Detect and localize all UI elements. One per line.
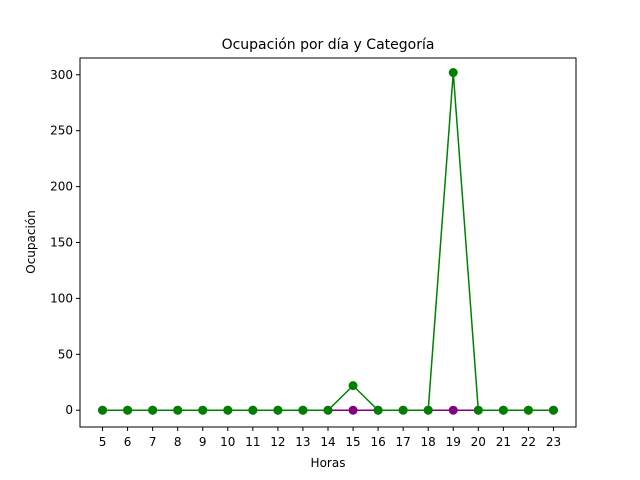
data-point [148, 405, 158, 415]
data-point [423, 405, 433, 415]
x-axis: 5 6 7 8 9 10 11 12 13 14 15 16 17 18 19 20 21 22 23 [99, 427, 561, 449]
x-tick-label: 19 [446, 435, 461, 449]
plot-area-frame [79, 57, 577, 428]
data-point [373, 405, 383, 415]
y-axis-label: Ocupación [24, 210, 38, 274]
data-point [448, 405, 458, 415]
data-point [273, 405, 283, 415]
x-tick-label: 16 [370, 435, 385, 449]
data-point [448, 68, 458, 78]
x-tick-label: 14 [320, 435, 335, 449]
data-point [398, 405, 408, 415]
data-point [548, 405, 558, 415]
chart-title: Ocupación por día y Categoría [222, 37, 435, 53]
x-tick-label: 9 [199, 435, 207, 449]
x-tick-label: 5 [99, 435, 107, 449]
y-axis: 0 50 100 150 200 250 300 [50, 68, 80, 417]
series-2 [98, 68, 558, 415]
x-tick-label: 8 [174, 435, 182, 449]
x-tick-label: 18 [421, 435, 436, 449]
x-tick-label: 6 [124, 435, 132, 449]
y-tick-label: 50 [58, 347, 73, 361]
x-tick-label: 17 [396, 435, 411, 449]
data-point [223, 405, 233, 415]
data-point [523, 405, 533, 415]
data-point [123, 405, 133, 415]
x-tick-label: 12 [270, 435, 285, 449]
x-axis-label: Horas [311, 456, 346, 470]
data-point [473, 405, 483, 415]
data-point [348, 405, 358, 415]
x-tick-label: 15 [345, 435, 360, 449]
y-tick-label: 300 [50, 68, 73, 82]
x-tick-label: 10 [220, 435, 235, 449]
data-point [198, 405, 208, 415]
x-tick-label: 22 [521, 435, 536, 449]
series-line [102, 72, 554, 411]
data-point [98, 405, 108, 415]
series-group [98, 68, 558, 415]
x-tick-label: 23 [546, 435, 561, 449]
y-tick-label: 150 [50, 236, 73, 250]
x-tick-label: 21 [496, 435, 511, 449]
data-point [323, 405, 333, 415]
data-point [173, 405, 183, 415]
x-tick-label: 11 [245, 435, 260, 449]
data-point [248, 405, 258, 415]
x-tick-label: 7 [149, 435, 157, 449]
x-tick-label: 20 [471, 435, 486, 449]
data-point [298, 405, 308, 415]
y-tick-label: 100 [50, 291, 73, 305]
x-tick-label: 13 [295, 435, 310, 449]
y-tick-label: 200 [50, 180, 73, 194]
data-point [498, 405, 508, 415]
data-point [348, 381, 358, 391]
y-tick-label: 0 [65, 403, 73, 417]
y-tick-label: 250 [50, 124, 73, 138]
